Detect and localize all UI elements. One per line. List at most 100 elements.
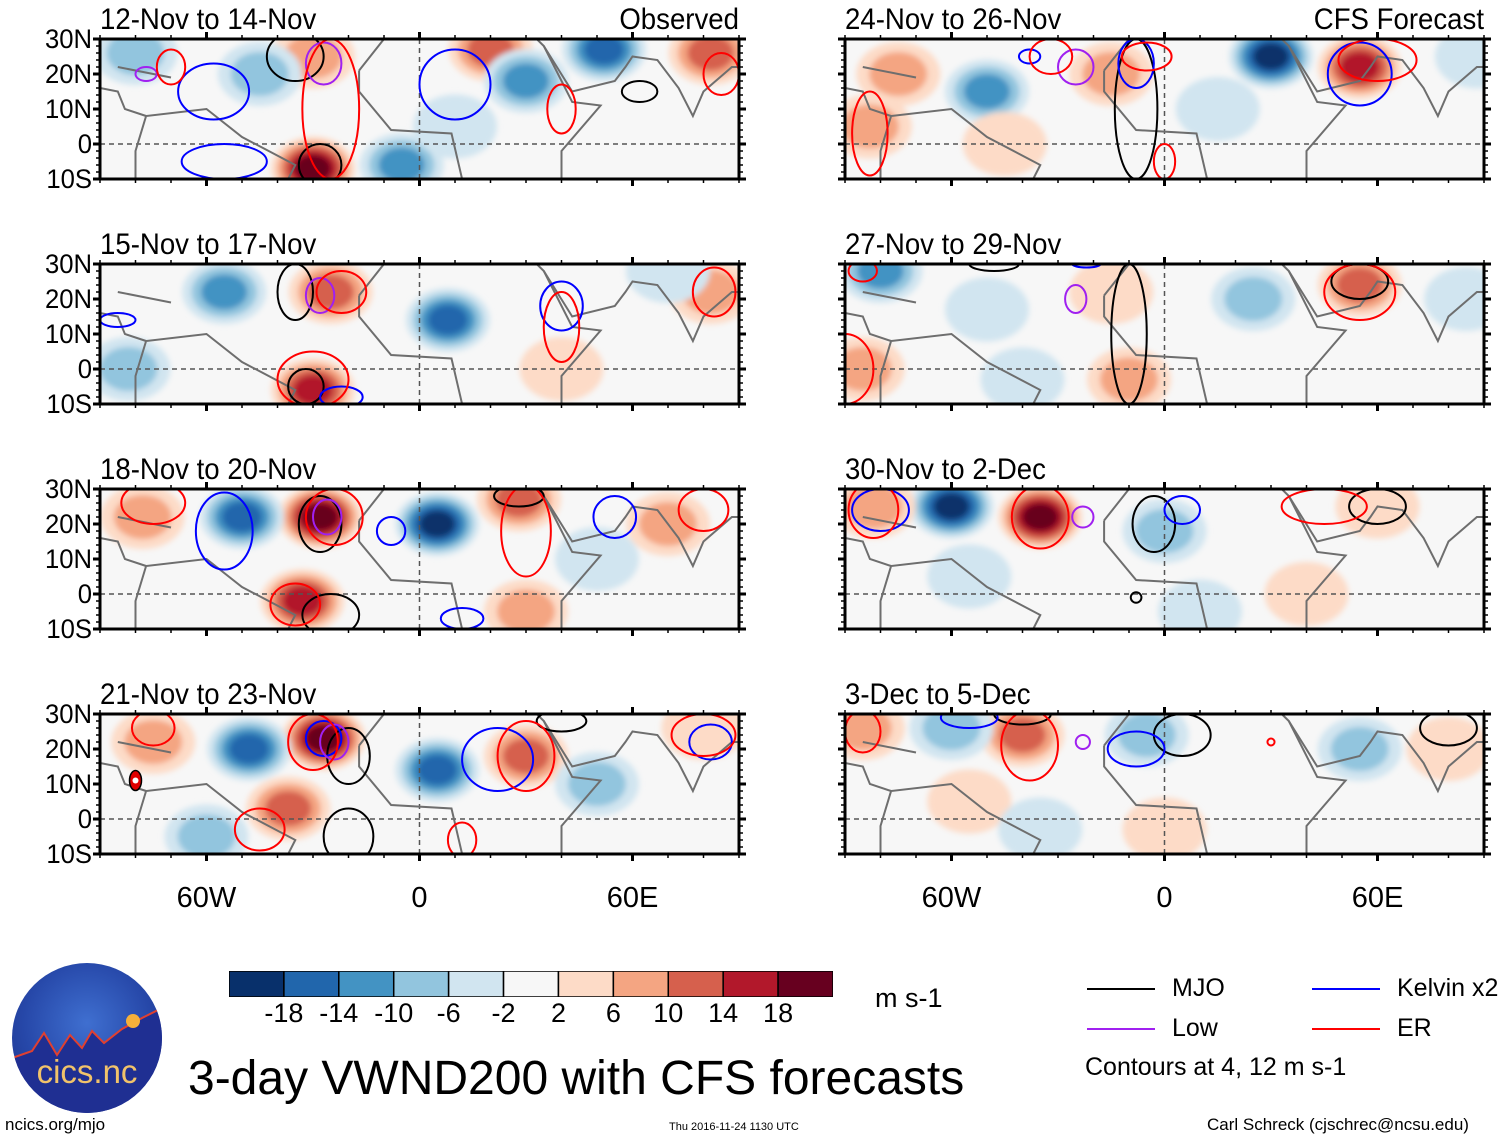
anomaly-shade — [845, 104, 899, 149]
contour-kelvin-x2 — [592, 495, 638, 539]
coastline — [862, 516, 917, 529]
anomaly-shade — [1339, 51, 1380, 83]
coastline — [879, 107, 1042, 179]
coastline — [1103, 714, 1348, 854]
contour-kelvin-x2 — [375, 516, 407, 546]
colorbar-swatch — [612, 971, 670, 997]
y-tick-label: 0 — [77, 129, 92, 159]
anomaly-shade — [413, 94, 497, 159]
colorbar-swatch — [447, 971, 505, 997]
colorbar-swatch — [777, 971, 833, 997]
anomaly-shade — [1406, 717, 1484, 781]
colorbar-level-label: 10 — [653, 998, 684, 1028]
y-tick-label: 30N — [44, 24, 92, 54]
contour-er — [1266, 737, 1276, 747]
contour-kelvin-x2 — [1017, 48, 1042, 65]
contour-kelvin-x2 — [688, 723, 733, 761]
y-tick-label: 30N — [44, 474, 92, 504]
anomaly-shade — [845, 489, 903, 529]
y-tick-label: 0 — [77, 354, 92, 384]
contour-kelvin-x2 — [180, 143, 268, 179]
coastline — [117, 66, 172, 79]
contour-er — [670, 714, 737, 757]
anomaly-shade — [378, 147, 425, 179]
legend-line-low — [1087, 1028, 1155, 1030]
coastline — [358, 489, 603, 629]
coastline — [1287, 270, 1484, 344]
panel-title: 27-Nov to 29-Nov — [845, 228, 1062, 261]
coastline — [100, 537, 147, 567]
anomaly-shade — [502, 738, 550, 774]
coastline — [845, 537, 892, 567]
anomaly-shade — [963, 73, 1011, 110]
contour-er — [120, 489, 187, 525]
anomaly-shade — [229, 733, 269, 765]
contour-er — [446, 821, 478, 854]
coastline — [862, 66, 917, 79]
anomaly-shade — [1253, 43, 1289, 70]
colorbar-level-label: -14 — [319, 998, 359, 1028]
anomaly-shade — [295, 155, 331, 179]
coastline — [542, 495, 739, 569]
y-tick-label: 0 — [77, 579, 92, 609]
anomaly-shade — [980, 347, 1065, 404]
panel-title: 12-Nov to 14-Nov — [100, 3, 317, 36]
colorbar-swatch — [502, 971, 560, 997]
contour-kelvin-x2 — [100, 312, 137, 328]
contour-mjo — [322, 807, 375, 854]
anomaly-shade — [927, 544, 1012, 609]
footer-url[interactable]: ncics.org/mjo — [5, 1115, 106, 1134]
x-tick-label: 0 — [1156, 882, 1173, 914]
colorbar — [229, 971, 833, 997]
contour-er — [1280, 489, 1368, 525]
coastline — [134, 782, 297, 854]
contour-er — [542, 291, 581, 363]
map-panel — [838, 32, 1491, 186]
coastline — [845, 87, 892, 117]
anomaly-shade — [201, 274, 248, 310]
contour-kelvin-x2 — [1106, 730, 1166, 768]
coastline — [117, 741, 172, 754]
contour-kelvin-x2 — [304, 720, 343, 757]
page-title: 3-day VWND200 with CFS forecasts — [188, 1052, 965, 1105]
panel-title: 24-Nov to 26-Nov — [845, 3, 1062, 36]
anomaly-shade — [1100, 357, 1158, 402]
anomaly-shade — [1135, 509, 1194, 553]
anomaly-shade — [265, 790, 312, 827]
anomaly-shade — [933, 493, 970, 520]
map-panel — [838, 707, 1491, 861]
contour-low — [312, 498, 343, 536]
coastline — [879, 332, 1042, 404]
coastline — [358, 39, 603, 179]
contour-low — [1071, 505, 1095, 529]
contour-er — [845, 333, 875, 404]
colorbar-level-label: -6 — [436, 998, 461, 1028]
colorbar-swatch — [338, 971, 395, 997]
panel-tag: CFS Forecast — [1313, 3, 1484, 36]
contour-kelvin-x2 — [319, 385, 364, 404]
contour-mjo — [493, 489, 545, 508]
anomaly-shade — [687, 39, 734, 71]
map-panel — [93, 257, 746, 411]
y-tick-label: 10S — [46, 164, 92, 194]
coastline — [1287, 720, 1484, 794]
y-tick-label: 20N — [44, 59, 92, 89]
x-tick-label: 0 — [411, 882, 428, 914]
x-tick-label: 60E — [1351, 882, 1404, 914]
contour-kelvin-x2 — [461, 727, 535, 792]
anomaly-shade — [1224, 277, 1283, 321]
colorbar-level-label: -18 — [264, 998, 304, 1028]
contour-kelvin-x2 — [939, 714, 999, 729]
contour-mjo — [1110, 264, 1148, 404]
tropical-cyclone-icon — [128, 769, 143, 792]
colorbar-swatch — [229, 971, 285, 997]
anomaly-shade — [1335, 489, 1420, 539]
contour-mjo — [1419, 714, 1478, 747]
contour-mjo — [301, 593, 361, 629]
coastline — [100, 87, 147, 117]
colorbar-swatch — [667, 971, 724, 997]
contour-er — [546, 83, 577, 135]
coastline — [117, 291, 172, 304]
coastline — [134, 332, 297, 404]
y-tick-label: 30N — [44, 249, 92, 279]
